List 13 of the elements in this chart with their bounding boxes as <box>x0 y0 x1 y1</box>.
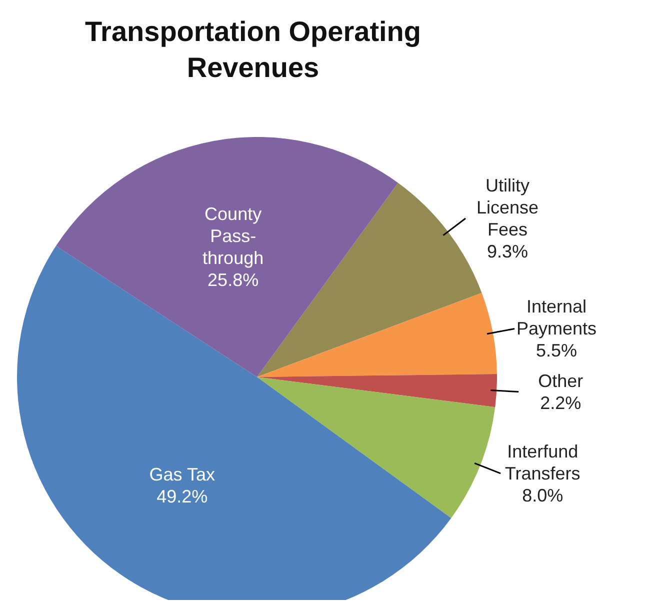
data-label: 9.3% <box>487 241 528 262</box>
slice-label: Other <box>538 370 584 391</box>
slice-label: Utility License Fees <box>476 175 539 240</box>
data-label: 25.8% <box>208 270 259 290</box>
slice-label: Gas Tax <box>149 464 215 485</box>
data-label: 49.2% <box>156 486 208 507</box>
chart-title: Transportation Operating Revenues <box>84 15 422 85</box>
data-label: 5.5% <box>536 340 578 361</box>
data-label: 2.2% <box>540 392 582 413</box>
slice-label: Internal Payments <box>516 296 597 339</box>
data-label: 8.0% <box>522 485 564 506</box>
slice-label: County Pass-through <box>202 204 264 268</box>
slice-label: Interfund Transfers <box>504 441 580 484</box>
